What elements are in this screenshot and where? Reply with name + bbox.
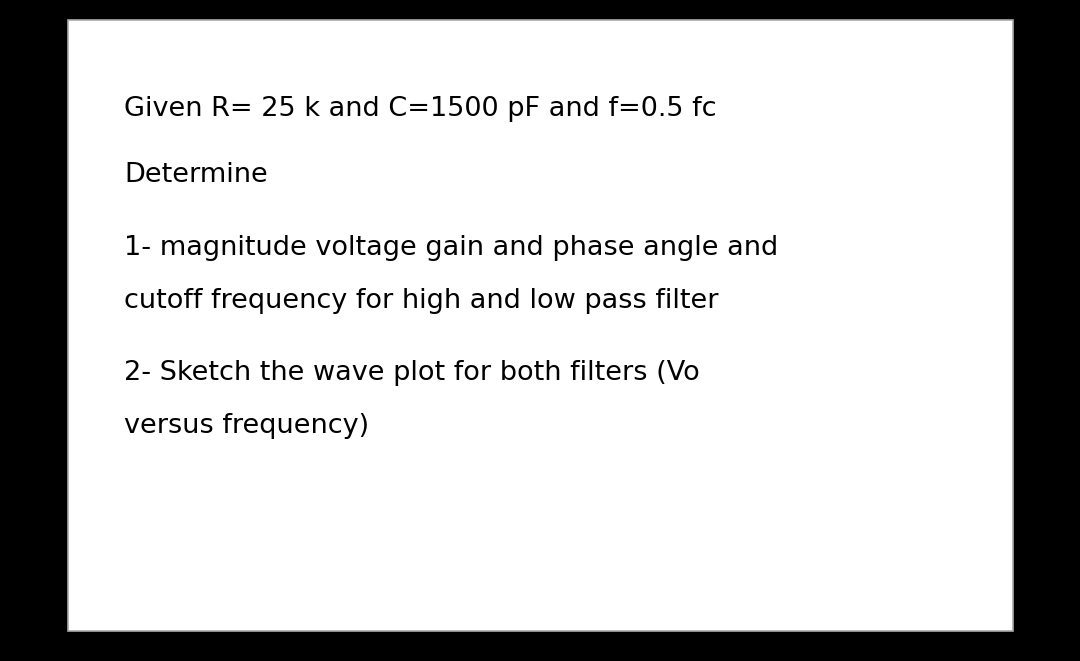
Text: 1- magnitude voltage gain and phase angle and: 1- magnitude voltage gain and phase angl… bbox=[124, 235, 779, 261]
Text: versus frequency): versus frequency) bbox=[124, 413, 369, 440]
Text: cutoff frequency for high and low pass filter: cutoff frequency for high and low pass f… bbox=[124, 288, 718, 314]
Text: 2- Sketch the wave plot for both filters (Vo: 2- Sketch the wave plot for both filters… bbox=[124, 360, 700, 387]
Text: Given R= 25 k and C=1500 pF and f=0.5 fc: Given R= 25 k and C=1500 pF and f=0.5 fc bbox=[124, 96, 717, 122]
Text: Determine: Determine bbox=[124, 162, 268, 188]
FancyBboxPatch shape bbox=[68, 20, 1013, 631]
